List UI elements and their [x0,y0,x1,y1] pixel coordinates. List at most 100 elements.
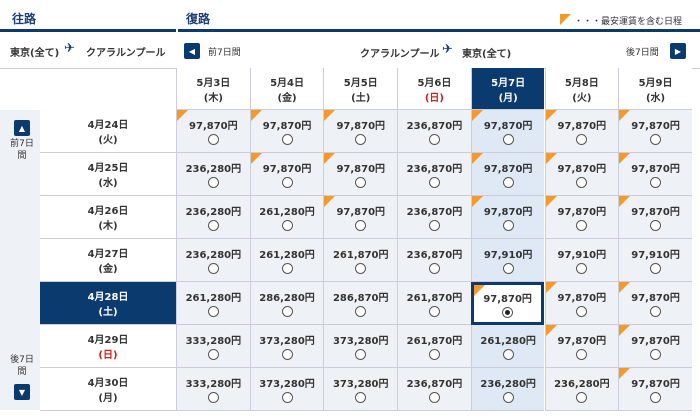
prev-week-button[interactable]: ◀ [184,43,200,59]
next-days-button[interactable]: ▼ [14,384,30,400]
fare-radio[interactable] [650,177,662,188]
fare-radio[interactable] [502,177,514,188]
next-days-label[interactable]: 後7日間 [10,355,34,377]
fare-cell[interactable]: 236,870円 [397,239,471,282]
fare-cell[interactable]: 261,280円 [470,325,545,368]
fare-cell[interactable]: 97,870円 [470,196,545,239]
fare-radio[interactable] [502,263,514,274]
fare-radio[interactable] [355,177,367,188]
fare-radio[interactable] [207,177,219,188]
fare-radio[interactable] [650,392,662,403]
fare-radio[interactable] [428,306,440,317]
fare-cell[interactable]: 373,280円 [249,325,324,368]
prev-week-label[interactable]: 前7日間 [208,48,241,58]
fare-radio[interactable] [428,134,440,145]
fare-radio[interactable] [502,134,514,145]
fare-cell[interactable]: 286,870円 [323,282,398,325]
fare-cell[interactable]: 97,910円 [618,239,692,282]
fare-radio[interactable] [650,220,662,231]
fare-cell[interactable]: 261,870円 [323,239,398,282]
fare-cell[interactable]: 97,870円 [618,196,692,239]
fare-radio[interactable] [428,220,440,231]
fare-cell[interactable]: 97,870円 [618,325,692,368]
fare-cell[interactable]: 333,280円 [176,325,250,368]
fare-radio[interactable] [502,306,514,318]
fare-cell[interactable]: 373,280円 [249,368,324,411]
fare-radio[interactable] [281,306,293,317]
fare-cell[interactable]: 261,870円 [397,325,471,368]
fare-radio[interactable] [355,220,367,231]
fare-cell[interactable]: 97,910円 [544,239,619,282]
fare-cell[interactable]: 236,280円 [176,239,250,282]
fare-radio[interactable] [281,134,293,145]
fare-radio[interactable] [428,392,440,403]
fare-cell[interactable]: 97,870円 [544,282,619,325]
fare-cell[interactable]: 97,870円 [470,110,545,153]
fare-cell[interactable]: 236,280円 [544,368,619,411]
fare-radio[interactable] [428,349,440,360]
fare-radio[interactable] [576,134,588,145]
fare-radio[interactable] [502,349,514,360]
fare-cell[interactable]: 97,870円 [249,153,324,196]
fare-cell[interactable]: 97,870円 [323,153,398,196]
next-week-label[interactable]: 後7日間 [626,48,659,58]
fare-cell[interactable]: 97,870円 [544,153,619,196]
fare-cell[interactable]: 236,280円 [176,153,250,196]
fare-cell[interactable]: 236,280円 [176,196,250,239]
fare-cell[interactable]: 97,870円 [618,153,692,196]
fare-radio[interactable] [650,306,662,317]
fare-radio[interactable] [355,263,367,274]
fare-radio[interactable] [207,134,219,145]
fare-cell[interactable]: 97,870円 [544,110,619,153]
fare-cell[interactable]: 97,870円 [618,110,692,153]
fare-cell[interactable]: 236,280円 [470,368,545,411]
fare-radio[interactable] [576,349,588,360]
fare-cell[interactable]: 97,870円 [618,282,692,325]
fare-radio[interactable] [650,263,662,274]
fare-radio[interactable] [281,392,293,403]
fare-radio[interactable] [576,392,588,403]
fare-radio[interactable] [428,177,440,188]
fare-radio[interactable] [650,349,662,360]
fare-radio[interactable] [576,220,588,231]
fare-cell[interactable]: 97,870円 [470,153,545,196]
fare-radio[interactable] [207,263,219,274]
fare-cell[interactable]: 261,280円 [176,282,250,325]
fare-cell[interactable]: 261,280円 [249,239,324,282]
fare-radio[interactable] [207,349,219,360]
fare-radio[interactable] [355,306,367,317]
fare-cell[interactable]: 236,870円 [397,196,471,239]
fare-radio[interactable] [207,306,219,317]
fare-radio[interactable] [281,220,293,231]
fare-cell[interactable]: 286,280円 [249,282,324,325]
fare-radio[interactable] [576,177,588,188]
fare-radio[interactable] [502,220,514,231]
fare-cell[interactable]: 97,870円 [323,196,398,239]
fare-cell[interactable]: 97,870円 [618,368,692,411]
fare-cell[interactable]: 97,910円 [470,239,545,282]
fare-cell[interactable]: 373,280円 [323,368,398,411]
fare-cell[interactable]: 261,280円 [249,196,324,239]
fare-cell[interactable]: 97,870円 [176,110,250,153]
fare-radio[interactable] [576,306,588,317]
fare-cell[interactable]: 261,870円 [397,282,471,325]
fare-radio[interactable] [207,392,219,403]
fare-cell[interactable]: 97,870円 [323,110,398,153]
fare-radio[interactable] [576,263,588,274]
fare-cell[interactable]: 97,870円 [249,110,324,153]
fare-radio[interactable] [355,349,367,360]
fare-radio[interactable] [355,392,367,403]
next-week-button[interactable]: ▶ [670,43,686,59]
fare-radio[interactable] [502,392,514,403]
prev-days-label[interactable]: 前7日間 [10,139,34,161]
fare-radio[interactable] [428,263,440,274]
fare-cell[interactable]: 97,870円 [470,282,545,325]
fare-cell[interactable]: 236,870円 [397,110,471,153]
fare-cell[interactable]: 236,870円 [397,368,471,411]
fare-radio[interactable] [281,349,293,360]
fare-radio[interactable] [281,263,293,274]
fare-cell[interactable]: 97,870円 [544,196,619,239]
fare-radio[interactable] [281,177,293,188]
fare-radio[interactable] [355,134,367,145]
fare-radio[interactable] [207,220,219,231]
